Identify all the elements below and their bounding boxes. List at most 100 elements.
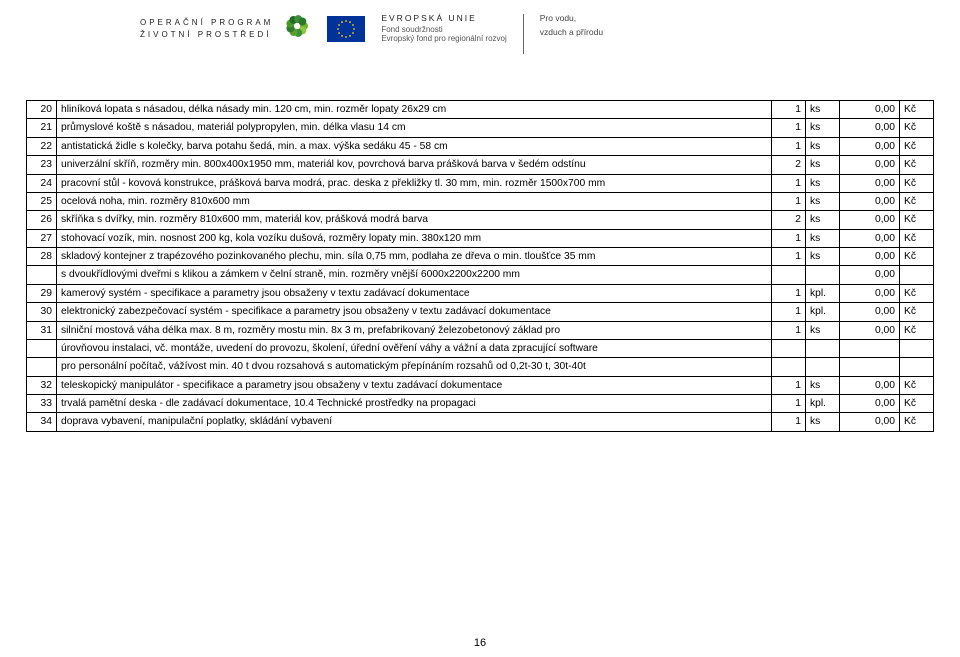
- row-quantity: 1: [772, 303, 806, 321]
- row-unit: ks: [806, 101, 840, 119]
- table-row: 31silniční mostová váha délka max. 8 m, …: [27, 321, 934, 339]
- row-unit: ks: [806, 229, 840, 247]
- row-number: 31: [27, 321, 57, 339]
- row-unit: [806, 266, 840, 284]
- op-flower-icon: [283, 12, 311, 45]
- row-unit: ks: [806, 248, 840, 266]
- table-row: 30elektronický zabezpečovací systém - sp…: [27, 303, 934, 321]
- row-currency: [900, 358, 934, 376]
- row-currency: [900, 266, 934, 284]
- header-divider: [523, 14, 524, 54]
- table-row: 28skladový kontejner z trapézového pozin…: [27, 248, 934, 266]
- row-currency: Kč: [900, 156, 934, 174]
- row-unit: [806, 358, 840, 376]
- row-number: 23: [27, 156, 57, 174]
- row-description: hliníková lopata s násadou, délka násady…: [57, 101, 772, 119]
- row-currency: Kč: [900, 137, 934, 155]
- row-description: pro personální počítač, vážívost min. 40…: [57, 358, 772, 376]
- table-row: 27stohovací vozík, min. nosnost 200 kg, …: [27, 229, 934, 247]
- row-currency: Kč: [900, 248, 934, 266]
- row-unit: ks: [806, 174, 840, 192]
- row-quantity: 2: [772, 211, 806, 229]
- row-description: ocelová noha, min. rozměry 810x600 mm: [57, 192, 772, 210]
- row-number: 25: [27, 192, 57, 210]
- row-quantity: 1: [772, 395, 806, 413]
- row-number: 22: [27, 137, 57, 155]
- row-description: s dvoukřídlovými dveřmi s klikou a zámke…: [57, 266, 772, 284]
- eu-text-block: EVROPSKÁ UNIE Fond soudržnosti Evropský …: [381, 12, 506, 43]
- row-description: úrovňovou instalaci, vč. montáže, uveden…: [57, 339, 772, 357]
- row-quantity: 1: [772, 413, 806, 431]
- row-description: skladový kontejner z trapézového pozinko…: [57, 248, 772, 266]
- row-unit: kpl.: [806, 303, 840, 321]
- row-description: univerzální skříň, rozměry min. 800x400x…: [57, 156, 772, 174]
- row-description: stohovací vozík, min. nosnost 200 kg, ko…: [57, 229, 772, 247]
- row-price: 0,00: [840, 174, 900, 192]
- row-price: 0,00: [840, 413, 900, 431]
- table-row: 22antistatická židle s kolečky, barva po…: [27, 137, 934, 155]
- row-quantity: 1: [772, 321, 806, 339]
- row-currency: Kč: [900, 174, 934, 192]
- row-currency: Kč: [900, 119, 934, 137]
- row-currency: Kč: [900, 413, 934, 431]
- slogan-block: Pro vodu, vzduch a přírodu: [540, 12, 603, 39]
- eu-sub2: Evropský fond pro regionální rozvoj: [381, 34, 506, 43]
- row-currency: Kč: [900, 229, 934, 247]
- row-number: 24: [27, 174, 57, 192]
- row-number: 29: [27, 284, 57, 302]
- row-number: 28: [27, 248, 57, 266]
- row-description: teleskopický manipulátor - specifikace a…: [57, 376, 772, 394]
- row-price: 0,00: [840, 395, 900, 413]
- table-row: 34doprava vybavení, manipulační poplatky…: [27, 413, 934, 431]
- row-quantity: 1: [772, 376, 806, 394]
- row-number: [27, 358, 57, 376]
- table-row: 29kamerový systém - specifikace a parame…: [27, 284, 934, 302]
- row-unit: [806, 339, 840, 357]
- row-price: 0,00: [840, 376, 900, 394]
- row-quantity: 1: [772, 174, 806, 192]
- row-price: 0,00: [840, 284, 900, 302]
- row-description: skříňka s dvířky, min. rozměry 810x600 m…: [57, 211, 772, 229]
- row-unit: ks: [806, 321, 840, 339]
- row-quantity: 2: [772, 156, 806, 174]
- row-price: 0,00: [840, 229, 900, 247]
- row-number: 20: [27, 101, 57, 119]
- row-unit: ks: [806, 413, 840, 431]
- row-number: [27, 339, 57, 357]
- row-currency: Kč: [900, 211, 934, 229]
- row-quantity: 1: [772, 192, 806, 210]
- row-number: 27: [27, 229, 57, 247]
- row-quantity: 1: [772, 284, 806, 302]
- row-quantity: [772, 266, 806, 284]
- row-currency: Kč: [900, 376, 934, 394]
- row-currency: [900, 339, 934, 357]
- row-number: 26: [27, 211, 57, 229]
- row-description: trvalá pamětní deska - dle zadávací doku…: [57, 395, 772, 413]
- document-header: OPERAČNÍ PROGRAM ŽIVOTNÍ PROSTŘEDÍ EVROP…: [0, 0, 960, 72]
- row-description: antistatická židle s kolečky, barva pota…: [57, 137, 772, 155]
- row-description: elektronický zabezpečovací systém - spec…: [57, 303, 772, 321]
- row-description: kamerový systém - specifikace a parametr…: [57, 284, 772, 302]
- row-quantity: 1: [772, 119, 806, 137]
- table-row: 26skříňka s dvířky, min. rozměry 810x600…: [27, 211, 934, 229]
- op-line1: OPERAČNÍ PROGRAM: [140, 17, 273, 28]
- row-price: 0,00: [840, 137, 900, 155]
- table-row: 20hliníková lopata s násadou, délka nása…: [27, 101, 934, 119]
- row-quantity: 1: [772, 101, 806, 119]
- op-logo-block: OPERAČNÍ PROGRAM ŽIVOTNÍ PROSTŘEDÍ: [140, 12, 311, 45]
- eu-flag-icon: [327, 16, 365, 42]
- row-unit: ks: [806, 192, 840, 210]
- row-currency: Kč: [900, 284, 934, 302]
- row-description: doprava vybavení, manipulační poplatky, …: [57, 413, 772, 431]
- row-quantity: [772, 339, 806, 357]
- row-number: 34: [27, 413, 57, 431]
- row-unit: ks: [806, 156, 840, 174]
- table-row: 32teleskopický manipulátor - specifikace…: [27, 376, 934, 394]
- row-number: 32: [27, 376, 57, 394]
- op-text: OPERAČNÍ PROGRAM ŽIVOTNÍ PROSTŘEDÍ: [140, 17, 273, 39]
- row-description: pracovní stůl - kovová konstrukce, prášk…: [57, 174, 772, 192]
- table-row: 23univerzální skříň, rozměry min. 800x40…: [27, 156, 934, 174]
- row-number: [27, 266, 57, 284]
- row-description: průmyslové koště s násadou, materiál pol…: [57, 119, 772, 137]
- row-number: 21: [27, 119, 57, 137]
